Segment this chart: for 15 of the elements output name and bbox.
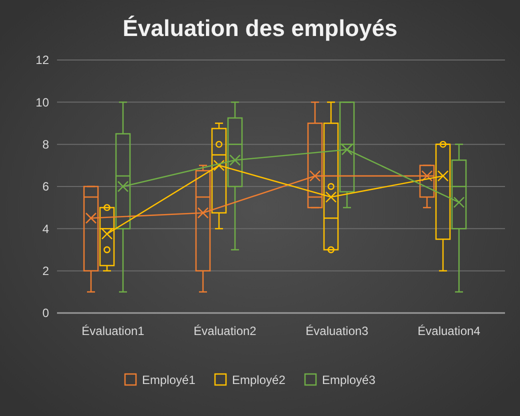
y-tick-label: 4 xyxy=(42,222,50,236)
chart-title: Évaluation des employés xyxy=(122,15,398,41)
y-tick-label: 8 xyxy=(42,138,50,152)
legend-label: Employé2 xyxy=(232,373,286,388)
y-tick-label: 0 xyxy=(42,306,50,320)
y-tick-label: 2 xyxy=(42,264,50,278)
x-tick-label: Évaluation4 xyxy=(418,324,481,338)
x-tick-label: Évaluation1 xyxy=(82,324,145,338)
y-tick-label: 10 xyxy=(36,95,50,110)
legend-label: Employé1 xyxy=(142,373,196,388)
y-tick-label: 6 xyxy=(42,180,50,194)
x-tick-label: Évaluation3 xyxy=(306,324,369,338)
x-tick-label: Évaluation2 xyxy=(194,324,257,338)
y-tick-label: 12 xyxy=(36,53,50,68)
legend-label: Employé3 xyxy=(322,373,376,388)
